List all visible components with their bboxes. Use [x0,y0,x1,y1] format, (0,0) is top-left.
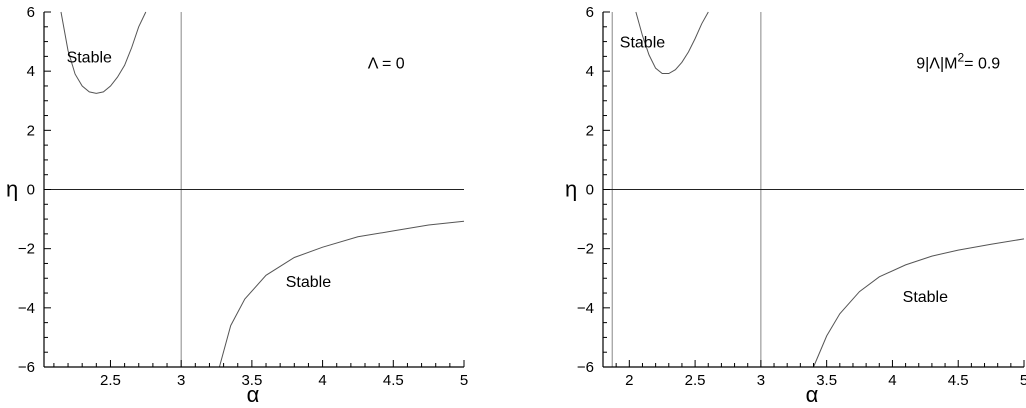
annotation-label-3: Stable [286,274,331,291]
series-curve-1 [60,11,147,94]
x-tick-label: 3 [177,372,185,389]
y-tick-label: −6 [18,359,35,376]
annotation-label-1: Stable [67,49,112,66]
x-tick-label: 4.5 [948,372,969,389]
x-tick-label: 3.5 [816,372,837,389]
x-tick-label: 3.5 [241,372,262,389]
x-tick-label: 5 [1020,372,1026,389]
y-tick-label: 0 [27,182,35,199]
annotation-label-3: Stable [903,289,948,306]
x-axis-label: α [247,382,260,407]
annotation-label-1: Stable [620,35,665,52]
y-tick-label: 6 [27,4,35,21]
y-tick-label: −4 [577,300,594,317]
x-tick-label: 3 [757,372,765,389]
x-tick-label: 5 [460,372,468,389]
y-tick-label: 0 [586,182,594,199]
y-tick-label: 4 [586,63,594,80]
x-axis-label: α [806,382,819,407]
y-tick-label: 2 [27,122,35,139]
x-tick-label: 2.5 [685,372,706,389]
y-tick-label: 2 [586,122,594,139]
x-tick-label: 4 [888,372,896,389]
series-curve-1 [635,11,709,74]
y-tick-label: −4 [18,300,35,317]
series-curve-2 [813,238,1025,368]
annotation-label-2: 9|Λ|M2= 0.9 [916,50,1000,72]
y-axis-label: η [565,177,577,202]
chart-right: −6 −4 −2 0 2 4 6 2 2.5 3 3.5 4 4.5 5 α η Stable 9|Λ|M2= 0… [565,4,1026,407]
y-tick-label: 4 [27,63,35,80]
y-axis-label: η [6,177,18,202]
y-tick-label: −6 [577,359,594,376]
x-tick-label: 2.5 [100,372,121,389]
y-tick-label: 6 [586,4,594,21]
chart-left: −6 −4 −2 0 2 4 6 2.5 3 3.5 4 4.5 5 α η Stable Λ = 0 Stabl… [6,4,468,407]
x-tick-label: 4.5 [383,372,404,389]
y-tick-label: −2 [577,241,594,258]
x-tick-label: 2 [625,372,633,389]
annotation-label-2: Λ = 0 [368,55,405,72]
x-tick-label: 4 [318,372,326,389]
y-tick-label: −2 [18,241,35,258]
series-curve-2 [218,220,465,368]
